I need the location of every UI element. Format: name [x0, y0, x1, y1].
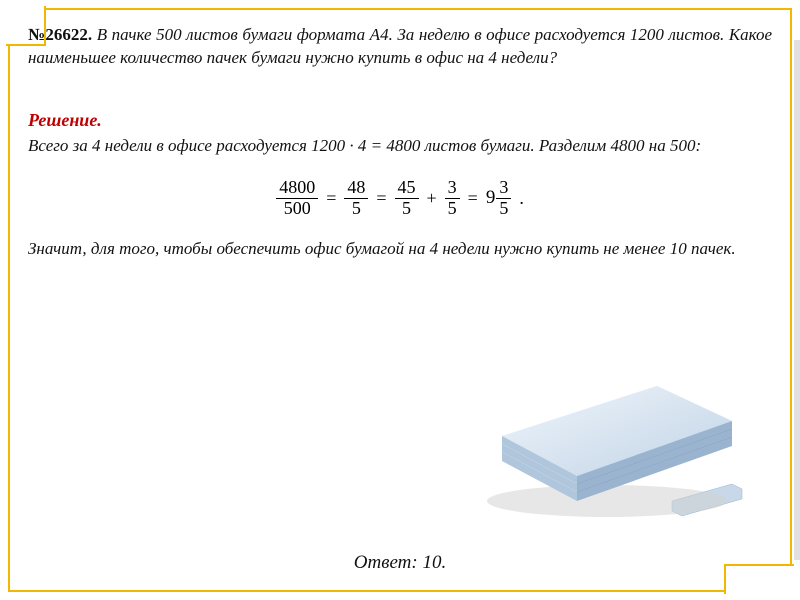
fraction-3: 45 5 — [395, 178, 419, 219]
formula-period: . — [519, 188, 524, 209]
equals-2: = — [376, 188, 386, 209]
fraction-1: 4800 500 — [276, 178, 318, 219]
equals-3: = — [468, 188, 478, 209]
fraction-2: 48 5 — [344, 178, 368, 219]
mixed-number: 9 3 5 — [486, 178, 512, 219]
solution-title: Решение. — [28, 110, 772, 131]
slide-content: №26622. В пачке 500 листов бумаги формат… — [28, 24, 772, 576]
formula: 4800 500 = 48 5 = 45 5 + 3 5 = — [28, 178, 772, 219]
plus: + — [427, 188, 437, 209]
fraction-4: 3 5 — [445, 178, 460, 219]
answer-label: Ответ: — [354, 552, 418, 573]
problem-text: В пачке 500 листов бумаги формата А4. За… — [28, 25, 772, 67]
solution-line-1: Всего за 4 недели в офисе расходуется 12… — [28, 135, 772, 158]
equals-1: = — [326, 188, 336, 209]
answer-value: 10. — [422, 552, 446, 573]
paper-stack-image — [472, 366, 752, 526]
answer: Ответ: 10. — [28, 552, 772, 574]
problem-number: №26622. — [28, 25, 92, 44]
slide-frame: №26622. В пачке 500 листов бумаги формат… — [8, 8, 792, 592]
solution-line-2: Значит, для того, чтобы обеспечить офис … — [28, 238, 772, 261]
problem-statement: №26622. В пачке 500 листов бумаги формат… — [28, 24, 772, 70]
